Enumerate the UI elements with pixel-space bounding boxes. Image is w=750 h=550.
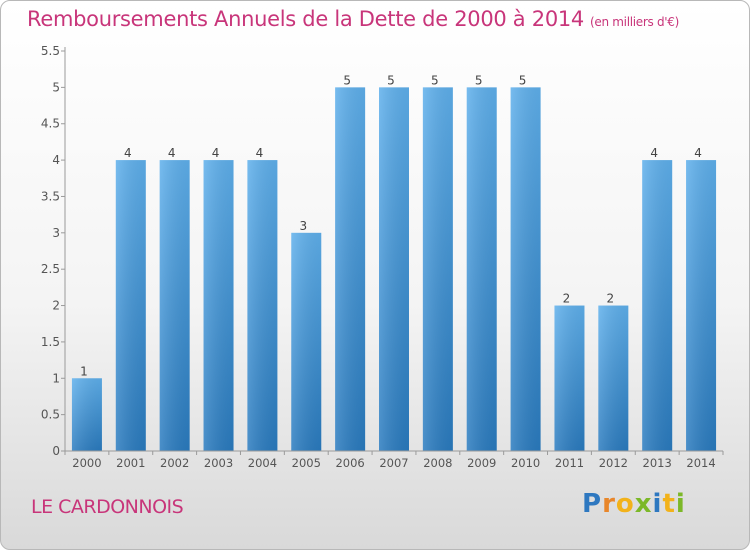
bar-value-label: 5 [431, 73, 439, 87]
bar-value-label: 4 [650, 146, 658, 160]
chart-title: Remboursements Annuels de la Dette de 20… [27, 7, 679, 31]
bar-sheen [466, 87, 497, 451]
y-tick-label: 2 [52, 299, 60, 313]
y-tick-label: 3.5 [41, 189, 60, 203]
bar-sheen [115, 160, 146, 451]
bar-sheen [71, 378, 102, 451]
bar-sheen [554, 305, 585, 451]
bar-sheen [159, 160, 190, 451]
bar-value-label: 4 [256, 146, 264, 160]
y-tick-label: 0.5 [41, 408, 60, 422]
chart-unit: (en milliers d'€) [590, 15, 680, 29]
bar-value-label: 5 [519, 73, 527, 87]
x-tick-label: 2009 [467, 456, 496, 470]
bar-value-label: 5 [475, 73, 483, 87]
y-tick-label: 5 [52, 80, 60, 94]
bar-sheen [422, 87, 453, 451]
bar-value-label: 4 [212, 146, 220, 160]
bar-sheen [686, 160, 717, 451]
bar-sheen [247, 160, 278, 451]
y-axis: 0 0.5 1 1.5 2 2.5 3 3.5 4 4.5 5 5.5 [41, 44, 66, 458]
bar-value-label: 1 [80, 364, 88, 378]
bar-value-label: 2 [607, 292, 615, 306]
x-tick-label: 2001 [116, 456, 145, 470]
x-tick-label: 2007 [379, 456, 408, 470]
bar-sheen [203, 160, 234, 451]
bar-value-label: 4 [168, 146, 176, 160]
x-tick-label: 2013 [643, 456, 672, 470]
place-name: LE CARDONNOIS [31, 496, 184, 518]
y-tick-label: 0 [52, 444, 60, 458]
chart-title-text: Remboursements Annuels de la Dette de 20… [27, 7, 584, 31]
x-tick-label: 2002 [160, 456, 189, 470]
x-tick-label: 2000 [72, 456, 101, 470]
y-tick-label: 1 [52, 371, 60, 385]
bar-value-label: 4 [694, 146, 702, 160]
x-axis: 2000 2001 2002 2003 2004 2005 2006 2007 2008 2009… [64, 450, 724, 470]
bar-sheen [642, 160, 673, 451]
bar-sheen [379, 87, 409, 451]
x-tick-label: 2014 [686, 456, 715, 470]
y-tick-label: 4.5 [41, 117, 60, 131]
x-tick-label: 2005 [292, 456, 321, 470]
y-tick-label: 1.5 [41, 335, 60, 349]
bar-value-label: 5 [343, 73, 351, 87]
x-tick-label: 2010 [511, 456, 540, 470]
proxiti-logo: Proxiti [582, 489, 686, 519]
bar-value-label: 5 [387, 73, 395, 87]
bar-value-label: 2 [563, 292, 571, 306]
x-tick-label: 2011 [555, 456, 584, 470]
x-tick-label: 2003 [204, 456, 233, 470]
x-tick-label: 2008 [423, 456, 452, 470]
bar-sheen [335, 87, 366, 451]
bar-sheen [291, 232, 322, 451]
bar-sheen [598, 305, 629, 451]
y-tick-label: 5.5 [41, 44, 60, 58]
x-tick-label: 2004 [248, 456, 277, 470]
y-tick-label: 2.5 [41, 262, 60, 276]
x-tick-label: 2006 [335, 456, 364, 470]
y-tick-label: 4 [52, 153, 60, 167]
bar-sheen [510, 87, 541, 451]
bar-value-label: 3 [299, 219, 307, 233]
x-tick-label: 2012 [599, 456, 628, 470]
y-tick-label: 3 [52, 226, 60, 240]
bars-group: 1 4 4 4 4 3 5 5 5 5 5 2 2 4 4 [71, 73, 717, 451]
bar-value-label: 4 [124, 146, 132, 160]
